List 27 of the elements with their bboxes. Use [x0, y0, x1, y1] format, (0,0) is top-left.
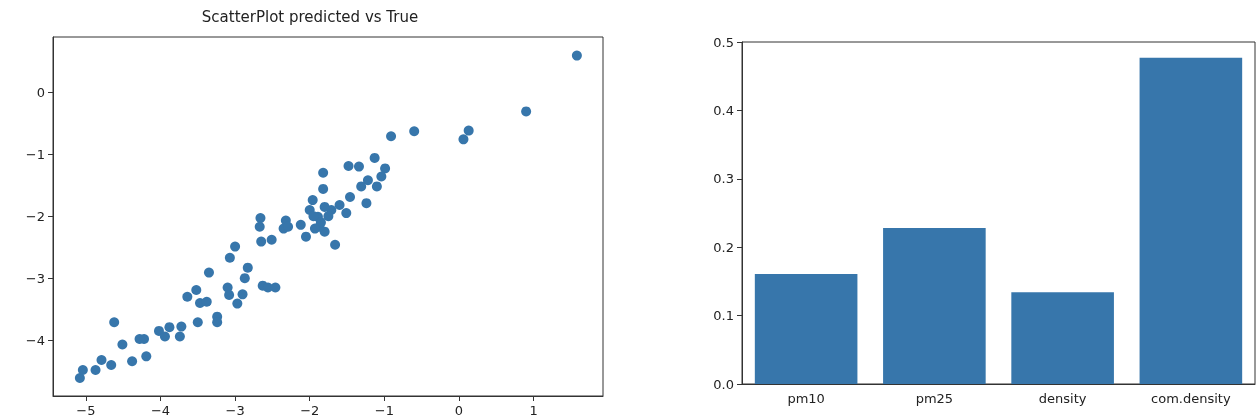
bar [883, 228, 986, 384]
y-tick-label: 0.5 [713, 34, 734, 50]
x-tick-label: −1 [374, 403, 394, 418]
x-tick-label: −5 [76, 403, 96, 418]
y-tick-label: 0.4 [713, 102, 734, 118]
chart-title: ScatterPlot predicted vs True [201, 7, 419, 26]
bar [1139, 57, 1243, 384]
x-tick-label: pm10 [787, 391, 825, 406]
y-tick-label: 0.3 [713, 171, 734, 187]
y-tick-label: −1 [25, 146, 45, 162]
y-tick-label: 0 [36, 84, 45, 100]
y-tick-label: −2 [25, 208, 45, 224]
x-tick-label: 1 [529, 403, 538, 418]
y-tick-label: −3 [25, 270, 45, 286]
x-tick-label: density [1038, 391, 1087, 406]
x-tick-label: −3 [225, 403, 245, 418]
x-tick-label: com.density [1151, 391, 1231, 406]
bar [754, 273, 858, 384]
x-tick-label: 0 [454, 403, 464, 418]
x-tick-label: −2 [300, 403, 320, 418]
y-tick-label: 0.0 [713, 376, 734, 392]
x-tick-label: pm25 [915, 391, 954, 406]
x-tick-label: −4 [150, 403, 171, 418]
y-tick-label: 0.1 [713, 308, 734, 324]
y-tick-label: −4 [25, 332, 45, 348]
bar [1011, 292, 1114, 384]
y-tick-label: 0.2 [713, 239, 734, 255]
